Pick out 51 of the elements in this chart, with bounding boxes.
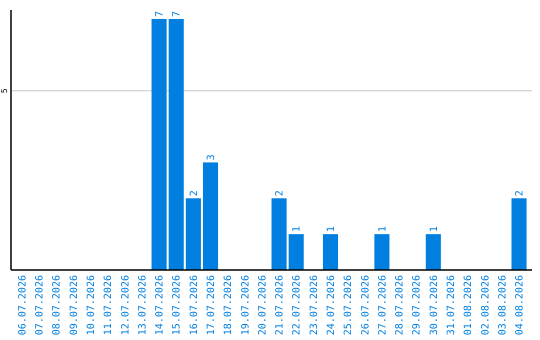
data-label: 1 (292, 226, 303, 232)
x-tick-label: 06.07.2026 (17, 275, 28, 336)
bar (374, 234, 390, 270)
x-tick-label: 02.08.2026 (480, 275, 492, 336)
data-label: 1 (326, 226, 337, 232)
x-tick-label: 23.07.2026 (308, 275, 320, 336)
x-tick-label: 12.07.2026 (120, 275, 132, 336)
data-label: 2 (188, 190, 200, 196)
x-tick-label: 29.07.2026 (412, 275, 423, 336)
x-tick-label: 31.07.2026 (446, 275, 457, 336)
data-label: 7 (154, 10, 166, 17)
data-label: 3 (206, 154, 218, 160)
x-tick-label: 25.07.2026 (343, 275, 354, 336)
x-tick-label: 09.07.2026 (68, 275, 80, 336)
x-tick-label: 16.07.2026 (188, 275, 200, 336)
bar (168, 18, 184, 270)
x-tick-label: 03.08.2026 (497, 275, 508, 336)
x-tick-label: 13.07.2026 (137, 275, 148, 336)
x-tick-label: 30.07.2026 (428, 275, 440, 336)
data-label: 2 (514, 190, 526, 196)
x-tick-label: 11.07.2026 (103, 275, 114, 336)
x-tick-label: 21.07.2026 (274, 275, 286, 336)
x-tick-label: 20.07.2026 (257, 275, 268, 336)
y-tick-label: 5 (0, 88, 9, 94)
x-tick-label: 26.07.2026 (360, 275, 372, 336)
x-tick-label: 17.07.2026 (206, 275, 218, 336)
bar (322, 234, 338, 270)
x-tick-label: 18.07.2026 (223, 275, 234, 336)
x-tick-label: 08.07.2026 (52, 275, 63, 336)
x-tick-label: 14.07.2026 (154, 275, 166, 336)
data-label: 1 (428, 226, 440, 232)
x-tick-label: 24.07.2026 (326, 275, 337, 336)
bar (288, 234, 304, 270)
x-tick-label: 10.07.2026 (86, 275, 98, 336)
bar (426, 234, 441, 270)
bar (202, 162, 218, 270)
x-tick-label: 22.07.2026 (292, 275, 303, 336)
x-tick-label: 28.07.2026 (394, 275, 406, 336)
x-tick-label: 27.07.2026 (377, 275, 388, 336)
x-tick-label: 07.07.2026 (34, 275, 46, 336)
bar (511, 198, 527, 270)
bar (186, 198, 201, 270)
x-tick-label: 15.07.2026 (172, 275, 183, 336)
x-tick-label: 01.08.2026 (463, 275, 474, 336)
x-tick-label: 19.07.2026 (240, 275, 252, 336)
data-label: 2 (274, 190, 286, 196)
x-tick-label: 04.08.2026 (514, 275, 526, 336)
data-label: 1 (377, 226, 388, 232)
data-label: 7 (172, 10, 183, 17)
bar (272, 198, 287, 270)
bar (152, 18, 167, 270)
